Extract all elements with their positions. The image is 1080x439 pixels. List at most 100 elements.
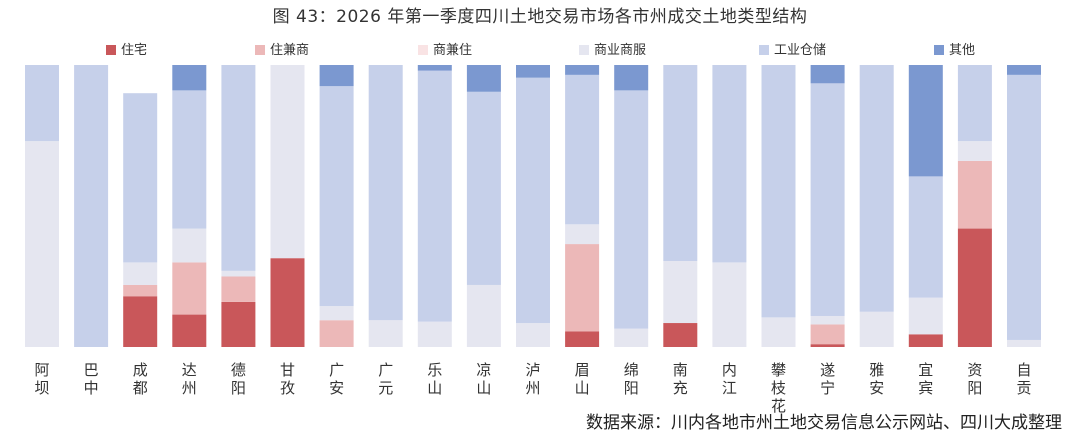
bar-segment-3-2 xyxy=(123,284,158,297)
bar-segment-13-6 xyxy=(614,65,649,91)
legend-swatch-5 xyxy=(759,45,769,55)
legend-swatch-2 xyxy=(255,45,265,55)
x-tick-label-13: 绵阳 xyxy=(624,361,639,397)
bar-segment-8-5 xyxy=(368,65,403,321)
bar-segment-17-2 xyxy=(810,324,845,345)
bar-segment-11-4 xyxy=(516,323,550,347)
bar-segment-19-4 xyxy=(908,297,943,335)
x-tick-label-12: 眉山 xyxy=(575,361,590,397)
bar-segment-21-4 xyxy=(1007,339,1041,347)
bar-segment-12-1 xyxy=(565,331,600,347)
bar-segment-9-4 xyxy=(417,321,452,347)
x-tick-label-1: 阿坝 xyxy=(34,361,49,397)
bar-segment-4-5 xyxy=(172,90,207,229)
bar-segment-21-6 xyxy=(1007,65,1041,75)
bar-segment-19-1 xyxy=(908,334,943,347)
bar-segment-15-4 xyxy=(712,262,747,347)
bar-segment-5-1 xyxy=(221,301,256,347)
bar-segment-19-5 xyxy=(908,176,943,298)
source-note: 数据来源：川内各地市州土地交易信息公示网站、四川大成整理 xyxy=(586,413,1062,433)
bar-segment-20-5 xyxy=(957,65,992,142)
bar-segment-14-4 xyxy=(663,260,698,324)
x-tick-label-8: 广元 xyxy=(378,361,393,397)
bar-segment-1-4 xyxy=(25,141,59,347)
bar-segment-20-2 xyxy=(957,160,992,229)
bar-segment-10-6 xyxy=(466,65,501,92)
bar-segment-4-2 xyxy=(172,262,207,315)
bar-segment-20-1 xyxy=(957,228,992,347)
legend-label-4: 商业商服 xyxy=(594,43,646,58)
bar-segment-10-4 xyxy=(466,284,501,347)
bar-segment-10-5 xyxy=(466,91,501,285)
bar-segment-20-4 xyxy=(957,141,992,161)
bar-segment-6-4 xyxy=(270,65,305,259)
bar-segment-17-1 xyxy=(810,344,845,347)
bar-segment-9-5 xyxy=(417,70,452,322)
x-tick-label-11: 泸州 xyxy=(525,361,540,397)
x-tick-label-7: 广安 xyxy=(329,361,344,397)
bar-segment-6-1 xyxy=(270,258,305,347)
bar-segment-19-6 xyxy=(908,65,943,177)
bar-segment-5-5 xyxy=(221,65,256,271)
bar-segment-12-6 xyxy=(565,65,600,75)
bar-segment-17-4 xyxy=(810,315,845,325)
x-tick-label-17: 遂宁 xyxy=(820,361,835,397)
bar-segment-12-2 xyxy=(565,244,600,332)
legend-label-5: 工业仓储 xyxy=(774,43,826,58)
x-tick-label-16: 攀枝花 xyxy=(771,361,786,415)
x-tick-label-10: 凉山 xyxy=(476,361,491,397)
legend-swatch-3 xyxy=(418,45,428,55)
bar-segment-7-6 xyxy=(319,65,354,87)
bar-segment-18-4 xyxy=(859,311,894,347)
bar-segment-7-5 xyxy=(319,86,354,307)
legend-label-2: 住兼商 xyxy=(270,43,309,58)
bar-segment-21-5 xyxy=(1007,74,1041,340)
x-tick-label-4: 达州 xyxy=(182,361,197,397)
legend-swatch-1 xyxy=(106,45,116,55)
bar-segment-18-5 xyxy=(859,65,894,312)
bar-segment-16-5 xyxy=(761,65,796,318)
bar-segment-16-4 xyxy=(761,317,796,347)
x-tick-label-6: 甘孜 xyxy=(280,361,295,397)
bar-segment-17-5 xyxy=(810,83,845,316)
bar-segment-4-6 xyxy=(172,65,207,91)
bar-segment-4-1 xyxy=(172,314,207,347)
bar-segment-15-5 xyxy=(712,65,747,263)
bar-segment-7-4 xyxy=(319,306,354,321)
legend-swatch-4 xyxy=(579,45,589,55)
bar-segment-12-4 xyxy=(565,224,600,245)
x-tick-label-9: 乐山 xyxy=(427,361,442,397)
bar-segment-7-2 xyxy=(319,320,354,347)
bar-segment-3-5 xyxy=(123,93,158,263)
bar-segment-13-5 xyxy=(614,90,649,329)
x-tick-label-15: 内江 xyxy=(722,361,737,397)
bar-segment-13-4 xyxy=(614,328,649,347)
legend-label-1: 住宅 xyxy=(121,43,147,58)
bar-segment-17-6 xyxy=(810,65,845,84)
legend-label-6: 其他 xyxy=(949,43,975,58)
bar-segment-11-5 xyxy=(516,77,550,324)
bar-segment-2-5 xyxy=(74,65,109,347)
legend: 住宅 住兼商 商兼住 商业商服 工业仓储 其他 xyxy=(106,43,975,58)
bar-segment-14-5 xyxy=(663,65,698,261)
bar-segment-11-6 xyxy=(516,65,550,78)
bar-segment-5-2 xyxy=(221,276,256,302)
bar-segment-12-5 xyxy=(565,74,600,225)
bar-segment-3-4 xyxy=(123,262,158,285)
figure-title: 图 43：2026 年第一季度四川土地交易市场各市州成交土地类型结构 xyxy=(272,7,808,27)
bar-segment-9-6 xyxy=(417,65,452,71)
legend-swatch-6 xyxy=(934,45,944,55)
bar-segment-5-4 xyxy=(221,270,256,277)
bar-segment-8-4 xyxy=(368,320,403,347)
x-tick-label-5: 德阳 xyxy=(231,361,246,397)
x-tick-label-20: 资阳 xyxy=(967,361,982,397)
bar-segment-4-4 xyxy=(172,228,207,263)
x-tick-label-3: 成都 xyxy=(133,361,148,397)
x-tick-label-18: 雅安 xyxy=(869,361,884,397)
x-tick-label-2: 巴中 xyxy=(84,361,99,397)
legend-label-3: 商兼住 xyxy=(433,43,472,58)
x-tick-label-14: 南充 xyxy=(673,361,688,397)
bar-segment-14-1 xyxy=(663,323,698,347)
